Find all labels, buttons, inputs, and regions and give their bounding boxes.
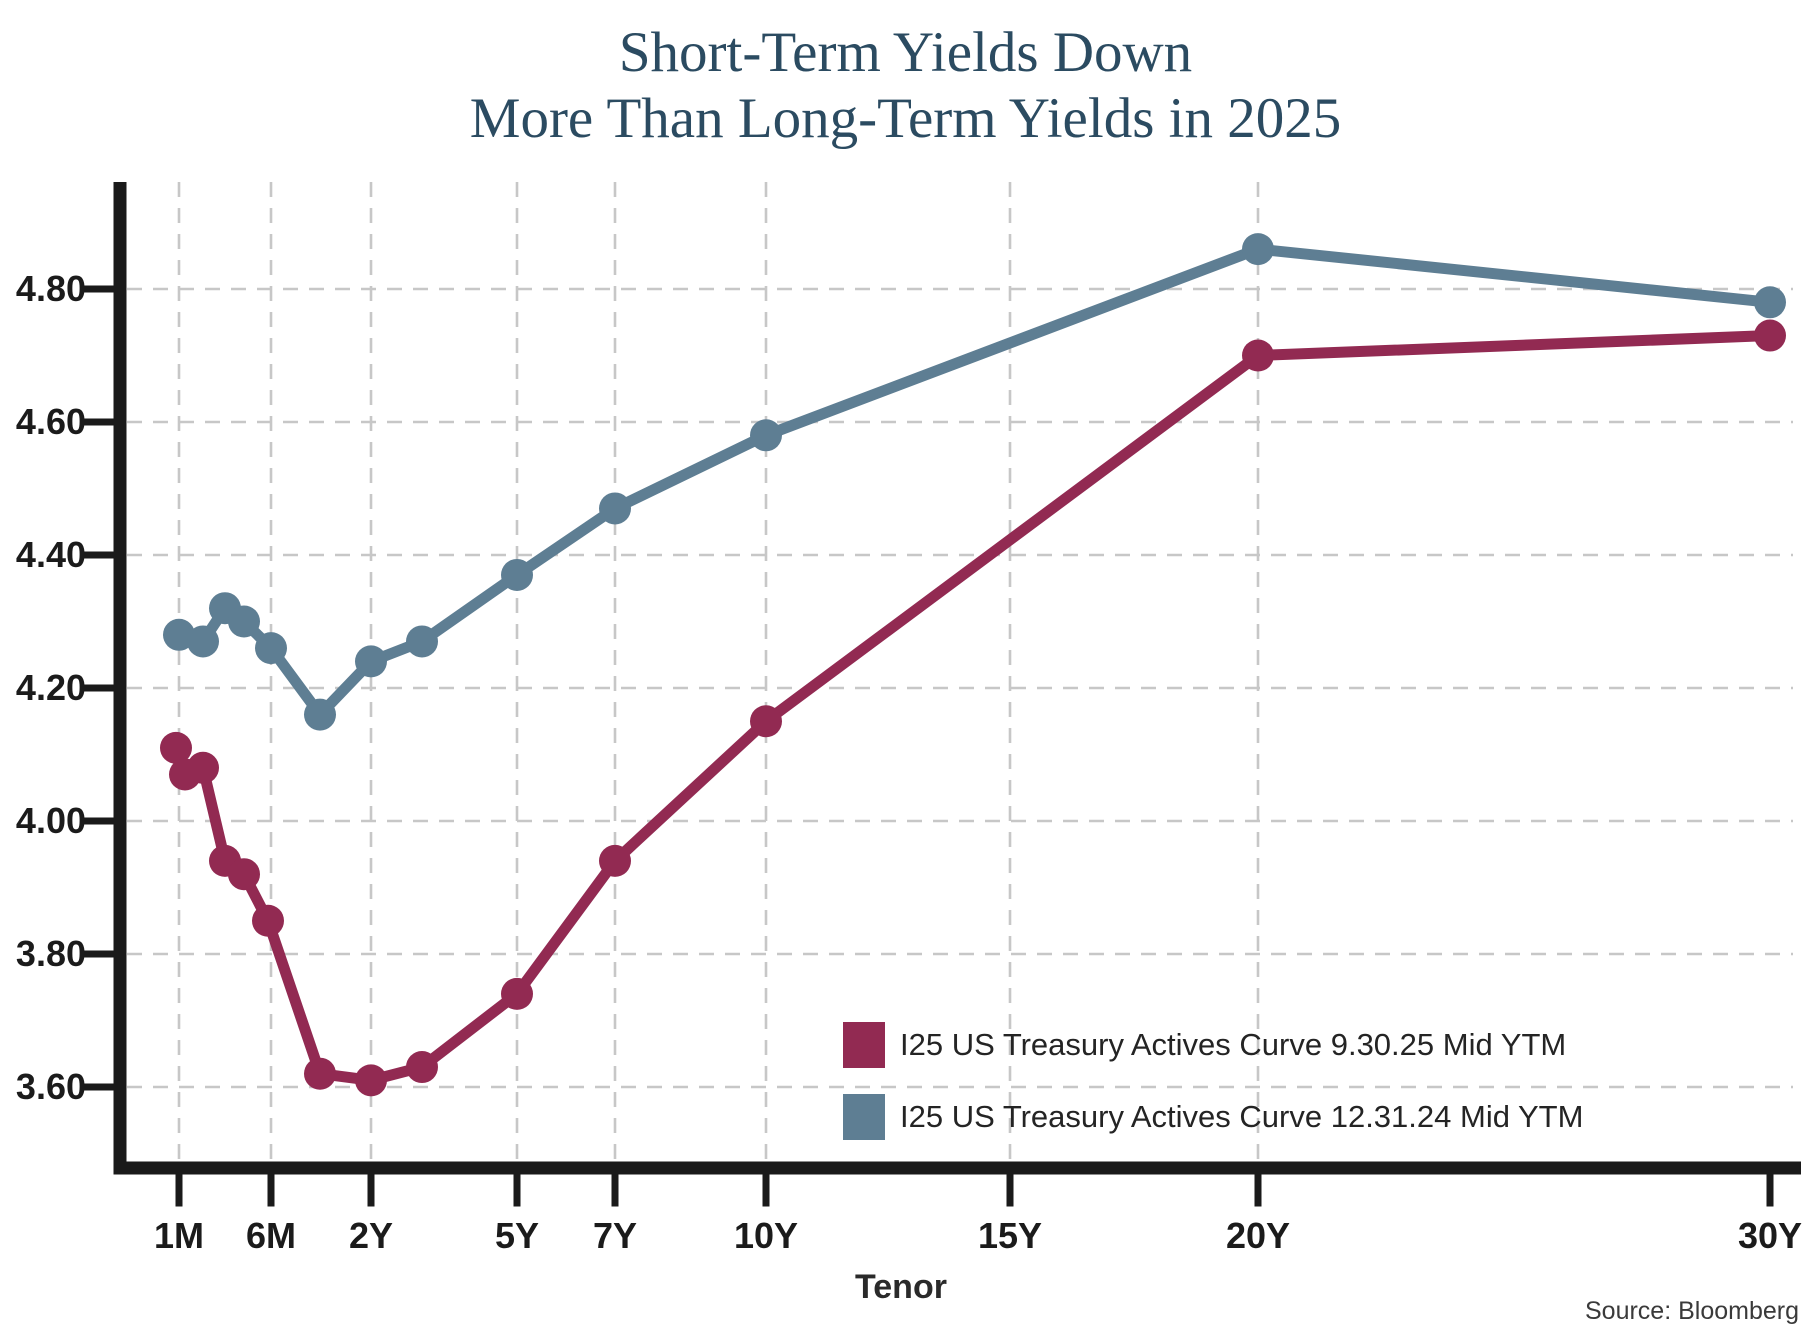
x-axis-title: Tenor <box>855 1268 947 1306</box>
data-point <box>501 558 533 591</box>
x-tick-mark <box>1254 1174 1262 1207</box>
x-tick-mark <box>175 1174 183 1207</box>
data-point <box>355 1064 387 1097</box>
data-point <box>406 625 438 658</box>
source-note: Source: Bloomberg <box>1584 1297 1799 1325</box>
y-tick-mark <box>81 418 114 426</box>
y-tick-mark <box>81 1083 114 1091</box>
x-tick-label: 20Y <box>1225 1215 1291 1256</box>
legend: I25 US Treasury Actives Curve 9.30.25 Mi… <box>843 1022 1583 1166</box>
legend-swatch-sep25 <box>843 1022 885 1068</box>
legend-label-dec24: I25 US Treasury Actives Curve 12.31.24 M… <box>900 1099 1584 1134</box>
data-point <box>599 492 631 525</box>
chart-title-line1: Short-Term Yields Down <box>618 21 1193 84</box>
y-tick-label: 3.60 <box>15 1066 86 1107</box>
chart-title-line2: More Than Long-Term Yields in 2025 <box>469 87 1342 150</box>
y-axis-line <box>113 182 127 1175</box>
data-point <box>304 698 336 731</box>
y-tick-mark <box>81 285 114 293</box>
data-point <box>355 645 387 678</box>
x-tick-label: 5Y <box>494 1215 540 1256</box>
data-point <box>187 751 219 784</box>
data-point <box>304 1057 336 1090</box>
chart-title: Short-Term Yields Down More Than Long-Te… <box>0 20 1811 152</box>
x-tick-label: 2Y <box>348 1215 394 1256</box>
series-line <box>170 330 1771 1086</box>
x-tick-mark <box>513 1174 521 1207</box>
data-point <box>501 977 533 1010</box>
data-point <box>750 705 782 738</box>
y-tick-label: 4.00 <box>15 800 86 841</box>
data-point <box>599 844 631 877</box>
data-point <box>1754 286 1786 319</box>
y-tick-label: 4.20 <box>15 667 86 708</box>
x-axis-line <box>113 1161 1801 1175</box>
legend-label-sep25: I25 US Treasury Actives Curve 9.30.25 Mi… <box>900 1027 1567 1062</box>
data-point <box>406 1051 438 1084</box>
y-tick-label: 4.40 <box>15 534 86 575</box>
x-tick-mark <box>367 1174 375 1207</box>
legend-item-sep25: I25 US Treasury Actives Curve 9.30.25 Mi… <box>843 1022 1583 1068</box>
x-tick-label: 30Y <box>1737 1215 1803 1256</box>
data-point <box>1242 233 1274 266</box>
y-tick-mark <box>81 817 114 825</box>
data-point <box>228 858 260 891</box>
data-point <box>187 625 219 658</box>
x-tick-mark <box>762 1174 770 1207</box>
y-tick-label: 4.60 <box>15 401 86 442</box>
data-point <box>252 904 284 937</box>
data-point <box>1242 339 1274 372</box>
x-tick-label: 7Y <box>592 1215 638 1256</box>
data-point <box>228 605 260 638</box>
y-tick-mark <box>81 551 114 559</box>
x-tick-mark <box>267 1174 275 1207</box>
y-tick-label: 3.80 <box>15 933 86 974</box>
x-tick-label: 10Y <box>733 1215 799 1256</box>
x-tick-label: 1M <box>153 1215 204 1256</box>
x-tick-mark <box>1766 1174 1774 1207</box>
data-point <box>1754 319 1786 352</box>
x-tick-mark <box>611 1174 619 1207</box>
data-point <box>255 632 287 665</box>
x-tick-mark <box>1006 1174 1014 1207</box>
data-point <box>160 731 192 764</box>
x-tick-label: 6M <box>245 1215 296 1256</box>
data-point <box>163 618 195 651</box>
legend-swatch-dec24 <box>843 1094 885 1140</box>
y-tick-mark <box>81 950 114 958</box>
y-tick-mark <box>81 684 114 692</box>
data-point <box>750 419 782 452</box>
legend-item-dec24: I25 US Treasury Actives Curve 12.31.24 M… <box>843 1094 1583 1140</box>
x-tick-label: 15Y <box>977 1215 1043 1256</box>
y-tick-label: 4.80 <box>15 268 86 309</box>
